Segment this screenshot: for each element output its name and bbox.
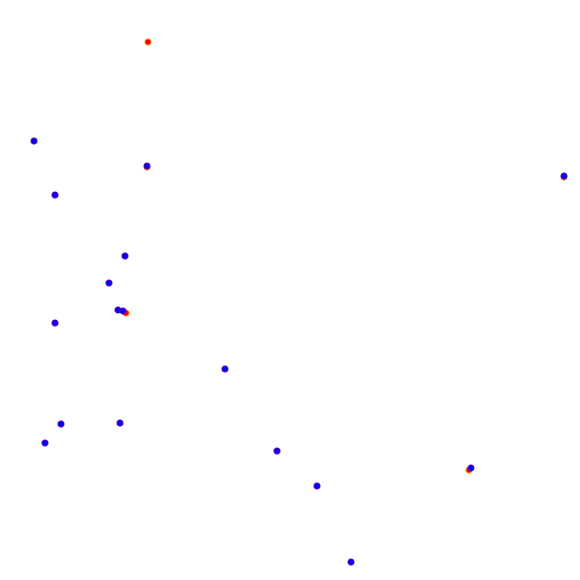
data-point-s1-1	[144, 38, 152, 46]
data-point-s2-11	[57, 420, 65, 428]
data-point-s2-17	[347, 558, 355, 566]
data-point-s2-10	[221, 365, 229, 373]
data-point-s2-1	[30, 137, 38, 145]
data-point-s2-12	[116, 419, 124, 427]
series-1	[30, 38, 568, 566]
data-point-s2-2	[143, 162, 151, 170]
data-point-s2-5	[121, 252, 129, 260]
data-point-s2-15	[467, 464, 475, 472]
series-2	[30, 137, 568, 566]
data-point-s2-3	[560, 172, 568, 180]
data-point-s2-4	[51, 191, 59, 199]
data-point-s2-8	[119, 307, 127, 315]
data-point-s2-14	[273, 447, 281, 455]
data-point-s2-13	[41, 439, 49, 447]
data-point-s2-9	[51, 319, 59, 327]
data-point-s2-6	[105, 279, 113, 287]
data-point-s2-16	[313, 482, 321, 490]
